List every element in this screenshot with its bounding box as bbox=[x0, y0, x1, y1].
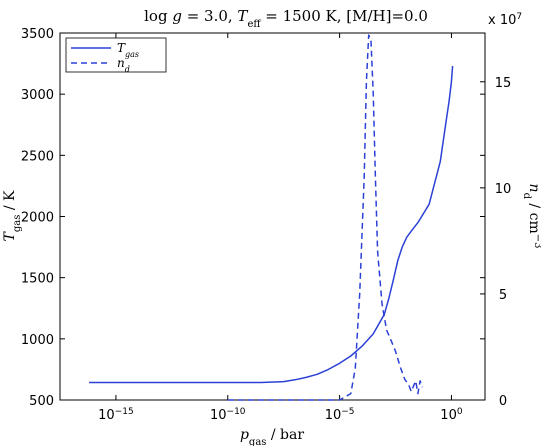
legend-label-t-gas: Tgas bbox=[117, 41, 139, 59]
chart-title: log g = 3.0, Teff = 1500 K, [M/H]=0.0 bbox=[144, 7, 428, 30]
left-tick-label: 2000 bbox=[21, 211, 54, 226]
left-axis-ticks: 500 1000 1500 2000 2500 3000 3500 bbox=[21, 27, 485, 409]
x-tick-label: 10−15 bbox=[98, 407, 134, 423]
x-tick-label: 100 bbox=[440, 407, 463, 423]
left-tick-label: 500 bbox=[29, 394, 54, 409]
x-tick-label: 10−5 bbox=[325, 407, 355, 423]
left-tick-label: 3500 bbox=[21, 27, 54, 42]
right-axis-multiplier: x 107 bbox=[488, 12, 522, 28]
series-line-t-gas bbox=[89, 65, 454, 384]
left-tick-label: 1000 bbox=[21, 333, 54, 348]
legend-box bbox=[65, 37, 167, 73]
right-tick-label: 10 bbox=[495, 182, 512, 197]
right-tick-label: 0 bbox=[499, 394, 507, 409]
left-tick-label: 2500 bbox=[21, 149, 54, 164]
x-tick-label: 10−10 bbox=[210, 407, 246, 423]
x-axis-ticks: 10−15 10−10 10−5 100 bbox=[98, 33, 463, 423]
legend-label-n-d: nd bbox=[117, 56, 130, 74]
right-tick-label: 15 bbox=[495, 76, 512, 91]
series-layer bbox=[89, 34, 454, 401]
left-tick-label: 1500 bbox=[21, 272, 54, 287]
x-axis-title: pgas / bar bbox=[240, 427, 304, 446]
series-line-n-d bbox=[227, 34, 424, 401]
right-tick-label: 5 bbox=[499, 288, 507, 303]
left-tick-label: 3000 bbox=[21, 88, 54, 103]
y-axis-right-title: nd / cm−3 bbox=[522, 184, 541, 249]
y-axis-left-title: Tgas / K bbox=[2, 190, 23, 241]
right-axis-ticks: 0 5 10 15 bbox=[480, 76, 511, 409]
legend: Tgas nd bbox=[65, 37, 167, 74]
